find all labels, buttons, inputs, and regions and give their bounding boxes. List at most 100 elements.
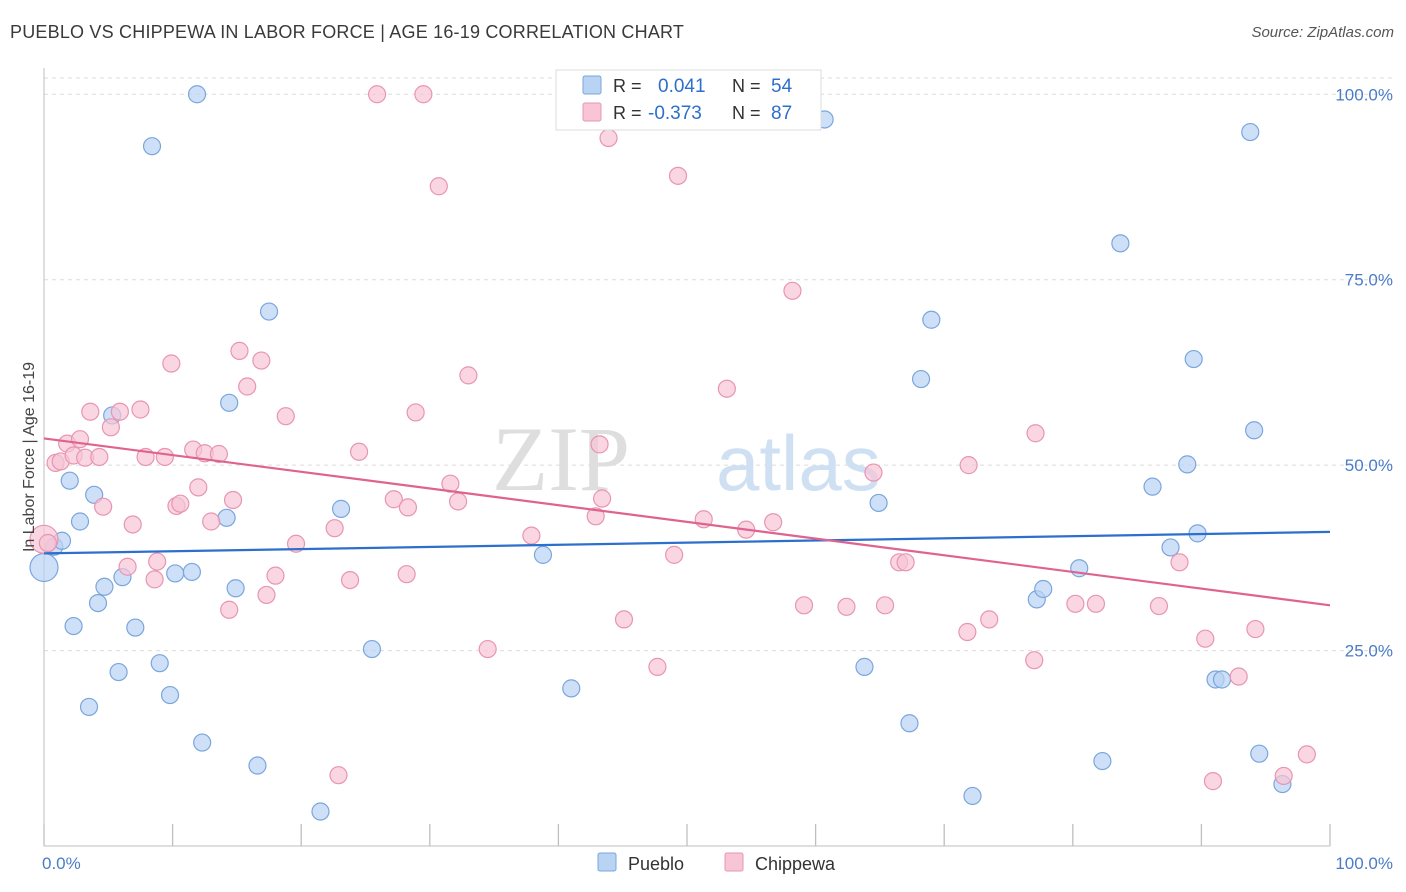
point-chippewa	[397, 565, 416, 584]
stats-legend: R = 0.041 N = 54 R = -0.373 N = 87	[555, 69, 822, 131]
point-chippewa	[340, 570, 360, 590]
point-pueblo	[1178, 455, 1197, 474]
point-pueblo	[1034, 579, 1053, 599]
point-chippewa	[1196, 629, 1215, 648]
point-chippewa	[794, 596, 814, 615]
point-chippewa	[980, 610, 999, 629]
point-pueblo	[1212, 670, 1232, 689]
point-chippewa	[155, 447, 174, 467]
point-pueblo	[70, 512, 90, 531]
point-chippewa	[593, 489, 612, 508]
point-chippewa	[118, 557, 137, 576]
point-chippewa	[586, 507, 605, 526]
point-pueblo	[95, 577, 114, 596]
point-chippewa	[329, 766, 348, 785]
point-chippewa	[429, 177, 448, 196]
point-pueblo	[900, 714, 919, 733]
point-pueblo	[1111, 234, 1130, 253]
point-chippewa	[448, 492, 468, 511]
bottom-legend-label-pueblo: Pueblo	[628, 854, 684, 874]
y-tick-label: 100.0%	[1335, 85, 1393, 104]
point-chippewa	[414, 85, 433, 104]
point-chippewa	[257, 585, 276, 605]
point-chippewa	[123, 515, 142, 534]
point-chippewa	[286, 534, 306, 553]
point-chippewa	[131, 400, 150, 419]
point-chippewa	[252, 351, 271, 370]
point-chippewa	[1149, 596, 1169, 616]
point-chippewa	[614, 610, 634, 629]
point-chippewa	[110, 402, 129, 421]
point-chippewa	[665, 545, 684, 564]
point-chippewa	[384, 490, 403, 509]
point-pueblo	[79, 697, 99, 717]
point-pueblo	[193, 733, 212, 752]
watermark-atlas: atlas	[716, 419, 881, 507]
point-chippewa	[1297, 745, 1316, 764]
point-pueblo	[562, 679, 581, 698]
point-pueblo	[1161, 538, 1180, 557]
point-chippewa	[230, 341, 249, 360]
point-pueblo	[1250, 744, 1269, 763]
point-chippewa	[266, 566, 285, 585]
point-pueblo	[217, 508, 236, 527]
point-chippewa	[864, 463, 883, 482]
point-chippewa	[764, 513, 783, 532]
point-chippewa	[1066, 594, 1085, 613]
point-chippewa	[478, 639, 497, 659]
point-pueblo	[187, 85, 207, 104]
point-chippewa	[522, 526, 541, 545]
point-pueblo	[182, 562, 201, 582]
legend-n-label-pueblo: N =	[732, 76, 761, 96]
point-chippewa	[590, 435, 609, 454]
point-pueblo	[922, 310, 941, 329]
point-chippewa	[145, 570, 164, 589]
point-pueblo	[248, 756, 267, 775]
y-axis-label: In Labor Force | Age 16-19	[21, 362, 38, 552]
bottom-legend-swatch-pueblo	[597, 852, 617, 872]
bottom-legend-label-chippewa: Chippewa	[755, 854, 836, 874]
bottom-legend-swatch-chippewa	[724, 852, 744, 872]
legend-n-value-pueblo: 54	[771, 76, 793, 97]
point-chippewa	[837, 597, 856, 616]
point-chippewa	[171, 494, 190, 513]
point-pueblo	[963, 786, 982, 806]
y-tick-label: 75.0%	[1345, 271, 1393, 290]
point-chippewa	[189, 478, 208, 497]
point-pueblo	[1143, 477, 1162, 496]
legend-swatch-chippewa	[582, 102, 602, 122]
point-pueblo	[109, 662, 128, 682]
legend-r-value-pueblo: 0.041	[658, 76, 706, 97]
point-chippewa	[162, 354, 181, 373]
point-chippewa	[223, 490, 243, 510]
point-chippewa	[238, 377, 257, 396]
point-pueblo	[1245, 421, 1264, 440]
x-tick-label-min: 0.0%	[42, 854, 81, 873]
series-pueblo	[29, 85, 1292, 821]
point-pueblo	[533, 545, 553, 564]
point-pueblo	[869, 493, 888, 513]
point-chippewa	[1246, 619, 1265, 639]
point-pueblo	[160, 685, 180, 705]
legend-r-label-pueblo: R =	[613, 76, 642, 96]
point-chippewa	[406, 403, 425, 422]
legend-n-value-chippewa: 87	[771, 103, 792, 124]
point-chippewa	[1274, 766, 1293, 786]
point-pueblo	[1093, 751, 1112, 771]
point-pueblo	[1184, 349, 1203, 369]
point-pueblo	[331, 499, 351, 518]
point-pueblo	[126, 618, 145, 637]
legend-n-label-chippewa: N =	[732, 103, 761, 123]
point-chippewa	[1086, 594, 1106, 613]
legend-r-value-chippewa: -0.373	[648, 103, 702, 124]
legend-r-label-chippewa: R =	[613, 103, 642, 123]
point-chippewa	[896, 553, 915, 572]
point-pueblo	[220, 393, 239, 412]
point-chippewa	[101, 418, 120, 437]
point-chippewa	[459, 366, 478, 385]
chart-title: PUEBLO VS CHIPPEWA IN LABOR FORCE | AGE …	[10, 22, 685, 42]
x-tick-label-max: 100.0%	[1335, 854, 1393, 873]
point-pueblo	[226, 579, 245, 598]
point-pueblo	[142, 137, 162, 156]
trend-lines	[43, 437, 1331, 607]
